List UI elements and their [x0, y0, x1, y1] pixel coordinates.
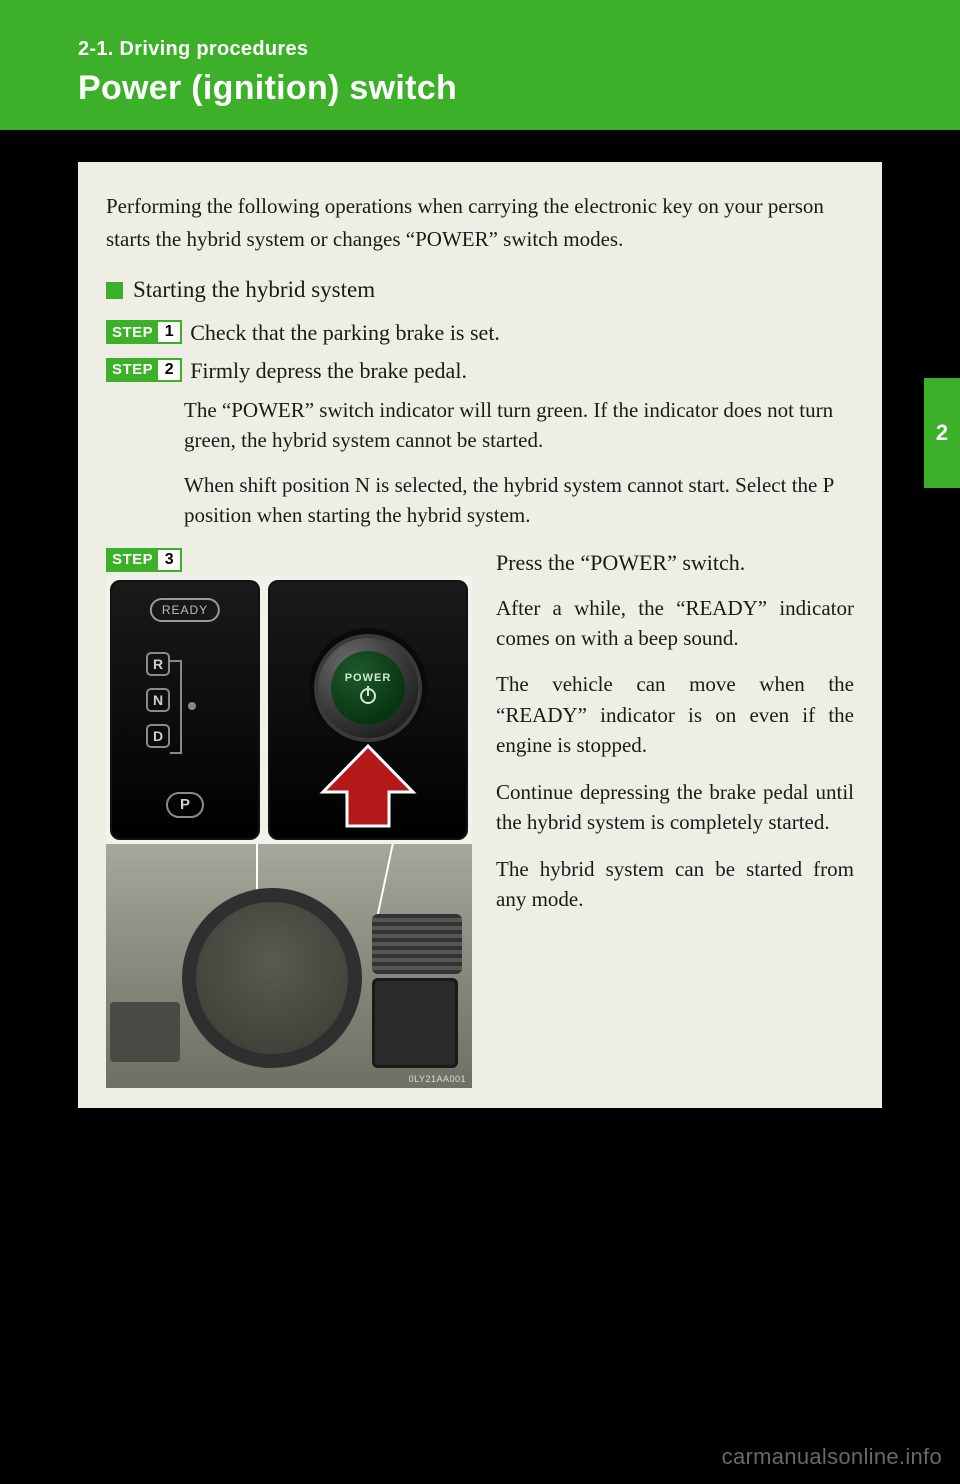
step-word: STEP — [106, 361, 158, 378]
subheading-text: Starting the hybrid system — [133, 277, 375, 303]
step-3-lead: Press the “POWER” switch. — [496, 547, 854, 579]
steering-wheel — [182, 888, 362, 1068]
step-2-detail: The “POWER” switch indicator will turn g… — [184, 395, 854, 531]
step-2-row: STEP 2 Firmly depress the brake pedal. — [106, 355, 854, 387]
square-bullet-icon — [106, 282, 123, 299]
step-3-p4: The hybrid system can be started from an… — [496, 854, 854, 915]
illustration: STEP 3 READY R N D — [106, 545, 472, 1088]
shift-position-dot — [188, 702, 196, 710]
air-vents — [372, 914, 462, 974]
detail-p1: The “POWER” switch indicator will turn g… — [184, 395, 854, 456]
intro-text: Performing the following operations when… — [106, 190, 854, 255]
illustration-column: STEP 3 READY R N D — [106, 545, 472, 1088]
lower-trim — [110, 1002, 180, 1062]
shift-stub — [170, 752, 182, 754]
step-badge: STEP 3 — [106, 548, 182, 572]
dashboard-photo: 0LY21AA001 — [106, 844, 472, 1088]
subheading: Starting the hybrid system — [106, 277, 854, 303]
shift-p: P — [166, 792, 204, 818]
step-1-row: STEP 1 Check that the parking brake is s… — [106, 317, 854, 349]
step-3-p1: After a while, the “READY” indicator com… — [496, 593, 854, 654]
ready-indicator: READY — [150, 598, 220, 622]
power-button-ring: POWER — [308, 628, 428, 748]
step-3-p3: Continue depressing the brake pedal unti… — [496, 777, 854, 838]
power-button-face: POWER — [331, 651, 405, 725]
shift-n: N — [146, 688, 170, 712]
shift-d: D — [146, 724, 170, 748]
shift-indicator-panel: READY R N D P — [110, 580, 260, 840]
image-code: 0LY21AA001 — [409, 1074, 466, 1084]
power-button-label: POWER — [345, 672, 392, 684]
shift-stub — [170, 660, 182, 662]
page-header: 2-1. Driving procedures Power (ignition)… — [0, 0, 960, 130]
callout-panels: READY R N D P — [106, 576, 472, 844]
step-number: 2 — [158, 360, 180, 380]
content-panel: Performing the following operations when… — [78, 162, 882, 1108]
step-2-text: Firmly depress the brake pedal. — [190, 355, 467, 387]
section-label: 2-1. Driving procedures — [78, 38, 960, 61]
center-console — [372, 978, 458, 1068]
watermark: carmanualsonline.info — [722, 1444, 942, 1470]
step-number: 1 — [158, 322, 180, 342]
press-arrow-icon — [313, 742, 423, 830]
step-word: STEP — [106, 324, 158, 341]
step-1-text: Check that the parking brake is set. — [190, 317, 500, 349]
shift-r: R — [146, 652, 170, 676]
power-button-panel: POWER — [268, 580, 468, 840]
page-title: Power (ignition) switch — [78, 69, 960, 108]
step-badge: STEP 2 — [106, 358, 182, 382]
step-word: STEP — [106, 551, 158, 568]
power-icon — [360, 688, 376, 704]
shift-track-line — [180, 662, 182, 752]
step-3-block: STEP 3 READY R N D — [106, 545, 854, 1088]
chapter-tab: 2 — [924, 378, 960, 488]
detail-p2: When shift position N is selected, the h… — [184, 470, 854, 531]
step-badge: STEP 1 — [106, 320, 182, 344]
step-number: 3 — [158, 550, 180, 570]
arrow-shape — [323, 746, 413, 826]
step-3-p2: The vehicle can move when the “READY” in… — [496, 669, 854, 760]
step-3-text-column: Press the “POWER” switch. After a while,… — [496, 545, 854, 1088]
shift-letters: R N D — [146, 652, 170, 748]
